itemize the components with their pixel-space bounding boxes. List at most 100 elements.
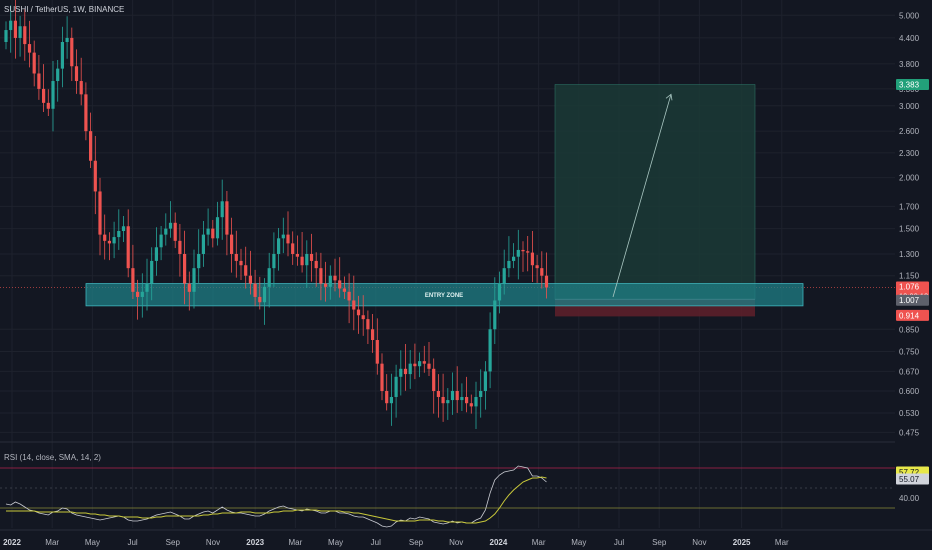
rsi-panel: [0, 465, 895, 528]
y-tick-label: 2.000: [899, 174, 920, 183]
candle-body: [469, 403, 473, 407]
candle-body: [319, 268, 323, 284]
candle-body: [474, 396, 478, 407]
x-tick-label: Jul: [127, 538, 137, 547]
candle-body: [314, 260, 318, 269]
candle-body: [117, 230, 121, 238]
projection-arrow: [612, 94, 672, 298]
candle-body: [530, 252, 534, 266]
x-tick-label: 2024: [490, 538, 508, 547]
candle-body: [418, 361, 422, 367]
candle-body: [258, 296, 262, 303]
candle-body: [164, 228, 168, 235]
candle-body: [187, 283, 191, 292]
x-tick-label: Mar: [289, 538, 303, 547]
candle-body: [488, 329, 492, 372]
candle-body: [403, 368, 408, 375]
x-tick-label: Mar: [775, 538, 789, 547]
rsi-indicator-title[interactable]: RSI (14, close, SMA, 14, 2): [4, 453, 101, 462]
candle-body: [540, 268, 544, 276]
candle-body: [333, 275, 337, 281]
candle-body: [286, 234, 290, 244]
candle-body: [51, 81, 55, 109]
candle-body: [46, 102, 50, 109]
x-tick-label: Sep: [652, 538, 667, 547]
candle-body: [375, 340, 379, 364]
candle-body: [140, 291, 144, 297]
candle-body: [408, 363, 412, 375]
candle-body: [305, 253, 309, 266]
candle-body: [220, 201, 224, 218]
candle-body: [230, 234, 234, 254]
x-tick-label: Nov: [206, 538, 220, 547]
candle-body: [18, 26, 22, 38]
candle-body: [493, 300, 497, 330]
candle-body: [32, 52, 36, 74]
candle-body: [399, 368, 403, 377]
price-axis[interactable]: 5.0004.4003.8003.3003.0002.6002.3002.000…: [899, 11, 920, 503]
candle-body: [84, 94, 88, 132]
candle-body: [352, 300, 356, 310]
target-zone: [554, 84, 756, 300]
y-tick-label: 5.000: [899, 11, 920, 20]
time-axis[interactable]: 2022 Mar May Jul Sep Nov 2023 Mar May Jul Sep Nov 20…: [3, 538, 789, 547]
x-tick-label: Sep: [166, 538, 181, 547]
candle-body: [450, 390, 455, 401]
candle-body: [4, 30, 8, 42]
candle-body: [65, 37, 69, 42]
candle-body: [42, 88, 46, 103]
y-tick-label: 1.700: [899, 202, 920, 211]
candle-body: [483, 371, 487, 391]
candle-body: [371, 329, 375, 341]
candle-body: [361, 315, 365, 320]
candle-body: [56, 68, 60, 82]
candlestick-series: [4, 0, 549, 430]
candle-body: [150, 260, 154, 284]
candle-body: [535, 265, 539, 269]
candle-body: [507, 260, 511, 269]
candle-body: [107, 240, 111, 244]
candle-body: [281, 234, 285, 239]
x-tick-label: Mar: [45, 538, 59, 547]
candle-body: [324, 283, 328, 287]
candle-body: [338, 280, 342, 289]
y-tick-label: 0.750: [899, 347, 920, 356]
candle-body: [225, 201, 229, 235]
candle-body: [512, 256, 516, 261]
candle-body: [262, 286, 267, 303]
candle-body: [347, 291, 351, 301]
candle-body: [413, 363, 417, 367]
candle-body: [432, 368, 436, 391]
candle-body: [154, 247, 158, 261]
y-tick-label: 0.600: [899, 387, 920, 396]
candle-body: [516, 249, 520, 257]
candle-body: [173, 222, 177, 241]
candle-body: [366, 319, 370, 330]
candle-body: [145, 283, 149, 292]
entry-price-tag: 1.007: [899, 296, 920, 305]
candle-body: [13, 20, 17, 38]
x-tick-label: May: [571, 538, 586, 547]
candle-body: [70, 37, 74, 67]
symbol-title[interactable]: SUSHI / TetherUS, 1W, BINANCE: [4, 5, 125, 14]
candle-body: [422, 361, 426, 364]
candle-body: [60, 41, 64, 69]
candle-body: [291, 243, 295, 254]
candle-body: [248, 275, 252, 284]
x-tick-label: Nov: [449, 538, 463, 547]
candle-body: [465, 396, 469, 404]
candle-body: [121, 226, 126, 231]
candle-body: [436, 390, 440, 397]
candle-body: [93, 160, 97, 192]
y-tick-label: 4.400: [899, 34, 920, 43]
candle-body: [277, 238, 281, 254]
candle-body: [356, 309, 361, 316]
candle-body: [211, 228, 215, 239]
x-tick-label: Jul: [371, 538, 381, 547]
candle-body: [27, 44, 32, 53]
candle-body: [380, 363, 384, 391]
entry-price-tag-bg: [896, 294, 929, 306]
